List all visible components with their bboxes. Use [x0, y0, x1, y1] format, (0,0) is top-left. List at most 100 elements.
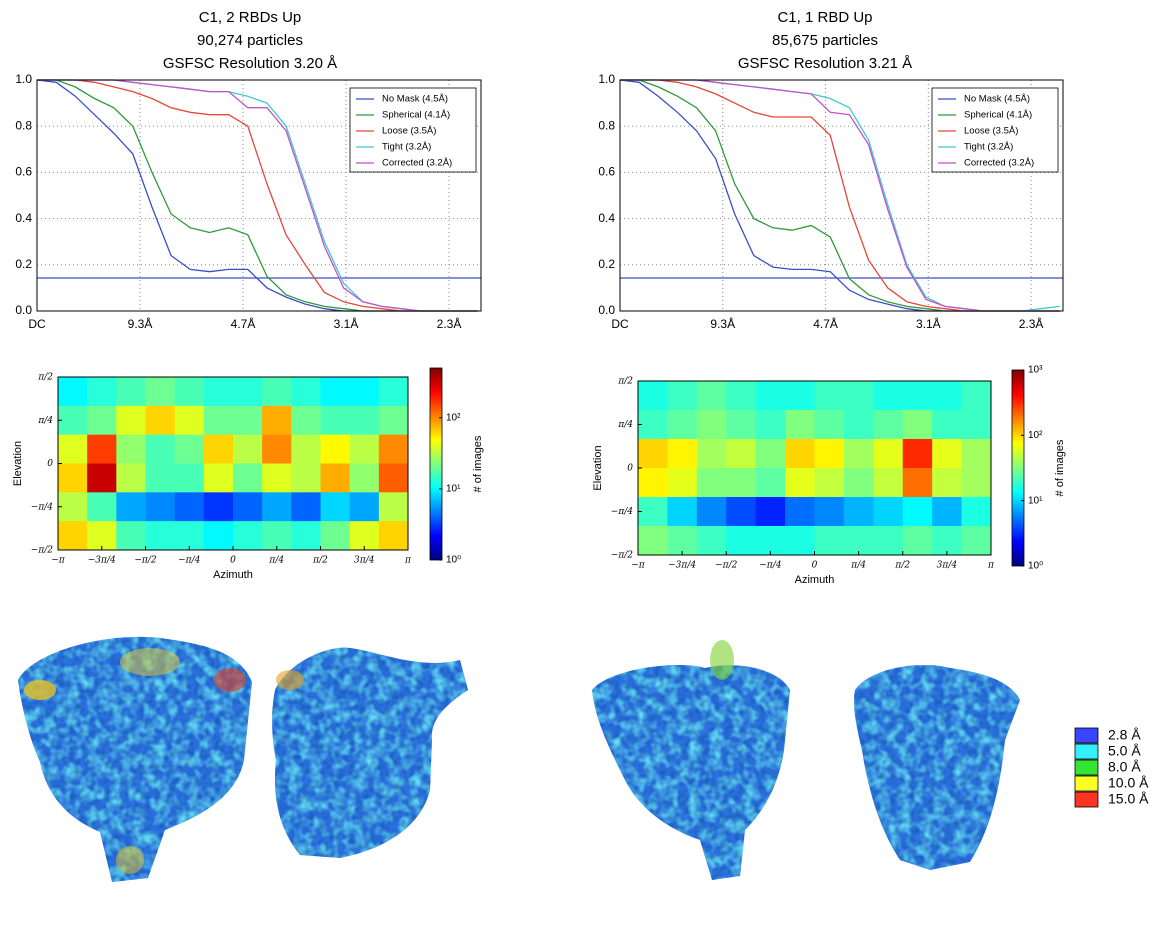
heatmap-cell — [843, 439, 874, 469]
x-tick-label: −π/4 — [759, 561, 781, 571]
heatmap-cell — [349, 492, 380, 522]
heatmap-cell — [58, 434, 88, 464]
x-tick-label: DC — [28, 317, 46, 331]
heatmap-cell — [262, 521, 292, 551]
legend-label: Tight (3.2Å) — [964, 142, 1013, 153]
heatmap-cell — [932, 381, 963, 411]
heatmap-cell — [58, 405, 88, 436]
colorbar-label: # of images — [1054, 439, 1066, 496]
heatmap-cell — [785, 468, 815, 498]
heatmap-cell — [932, 468, 963, 498]
heatmap-cell — [932, 410, 963, 440]
x-tick-label: 9.3Å — [710, 316, 735, 331]
heatmap-cell — [262, 463, 292, 493]
heatmap-cell — [87, 405, 117, 436]
legend-label: Corrected (3.2Å) — [964, 158, 1034, 169]
heatmap-cell — [873, 497, 904, 527]
density-highlight — [276, 670, 304, 690]
colorbar-tick-label: 10⁰ — [446, 555, 461, 566]
y-tick-label: 0.2 — [15, 257, 32, 271]
heatmap-cell — [320, 463, 351, 493]
x-tick-label: π/2 — [312, 556, 328, 566]
heatmap-cell — [755, 410, 786, 440]
colorbar-tick-label: 10¹ — [446, 484, 461, 495]
y-tick-label: π/4 — [617, 420, 633, 430]
heatmap-cell — [378, 405, 409, 436]
heatmap-cell — [696, 526, 727, 556]
heatmap-cell — [902, 468, 933, 498]
resolution-label: 8.0 Å — [1108, 759, 1141, 775]
x-tick-label: 2.3Å — [1019, 316, 1044, 331]
heatmap-cell — [233, 492, 263, 522]
x-tick-label: −π/4 — [178, 556, 200, 566]
x-tick-label: 0 — [812, 561, 818, 571]
y-tick-label: 0.6 — [15, 165, 32, 179]
heatmap-cell — [755, 439, 786, 469]
heatmap-cell — [291, 377, 321, 407]
x-tick-label: 2.3Å — [437, 316, 462, 331]
heatmap-cell — [378, 377, 409, 407]
colorbar — [429, 367, 443, 561]
y-tick-label: 0 — [47, 459, 53, 469]
heatmap-cell — [638, 526, 668, 556]
heatmap-cell — [87, 521, 117, 551]
y-tick-label: 0.2 — [598, 257, 615, 271]
colorbar-tick-label: 10² — [1028, 430, 1043, 441]
resolution-label: 10.0 Å — [1108, 775, 1149, 791]
x-tick-label: 4.7Å — [813, 316, 838, 331]
x-tick-label: π — [987, 561, 995, 571]
heatmap-cell — [320, 492, 351, 522]
legend-label: Corrected (3.2Å) — [382, 158, 452, 169]
heatmap-cell — [696, 410, 727, 440]
heatmap-cell — [932, 497, 963, 527]
colorbar-label: # of images — [472, 435, 484, 492]
heatmap-cell — [203, 492, 234, 522]
density-highlight — [116, 846, 144, 874]
heatmap-cell — [726, 497, 757, 527]
heatmap-cell — [755, 526, 786, 556]
chart-title: GSFSC Resolution 3.21 Å — [738, 55, 912, 72]
x-axis-label: Azimuth — [795, 574, 835, 586]
heatmap-cell — [814, 439, 845, 469]
colorbar-tick-label: 10³ — [1028, 365, 1043, 376]
heatmap-cell — [843, 468, 874, 498]
heatmap-cell — [349, 521, 380, 551]
heatmap-cell — [873, 526, 904, 556]
resolution-swatch — [1074, 775, 1099, 792]
heatmap-cell — [961, 381, 992, 411]
heatmap-cell — [116, 492, 146, 522]
heatmap-cell — [873, 410, 904, 440]
y-tick-label: 0.4 — [15, 211, 32, 225]
heatmap-cell — [116, 405, 146, 436]
heatmap-cell — [696, 468, 727, 498]
density-highlight — [24, 680, 56, 700]
heatmap-cell — [638, 410, 668, 440]
heatmap-cell — [638, 468, 668, 498]
heatmap-cell — [726, 468, 757, 498]
heatmap-cell — [203, 463, 234, 493]
heatmap-cell — [814, 468, 845, 498]
y-axis-label: Elevation — [592, 445, 604, 490]
heatmap-cell — [726, 410, 757, 440]
heatmap-cell — [667, 497, 698, 527]
heatmap-cell — [174, 377, 205, 407]
legend-box — [931, 87, 1059, 173]
heatmap-cell — [87, 492, 117, 522]
heatmap-cell — [145, 463, 176, 493]
y-tick-label: 0.0 — [598, 303, 615, 317]
density-map — [272, 647, 468, 858]
heatmap-cell — [262, 405, 292, 436]
y-tick-label: π/2 — [617, 377, 633, 387]
heatmap-cell — [291, 521, 321, 551]
heatmap-cell — [291, 463, 321, 493]
x-axis-label: Azimuth — [213, 569, 253, 581]
colorbar-tick-label: 10¹ — [1028, 495, 1043, 506]
y-tick-label: π/4 — [37, 416, 53, 426]
heatmap-cell — [233, 377, 263, 407]
heatmap-cell — [58, 521, 88, 551]
heatmap-cell — [291, 405, 321, 436]
chart-title: C1, 2 RBDs Up — [199, 9, 302, 26]
heatmap-cell — [174, 492, 205, 522]
y-tick-label: π/2 — [37, 373, 53, 383]
